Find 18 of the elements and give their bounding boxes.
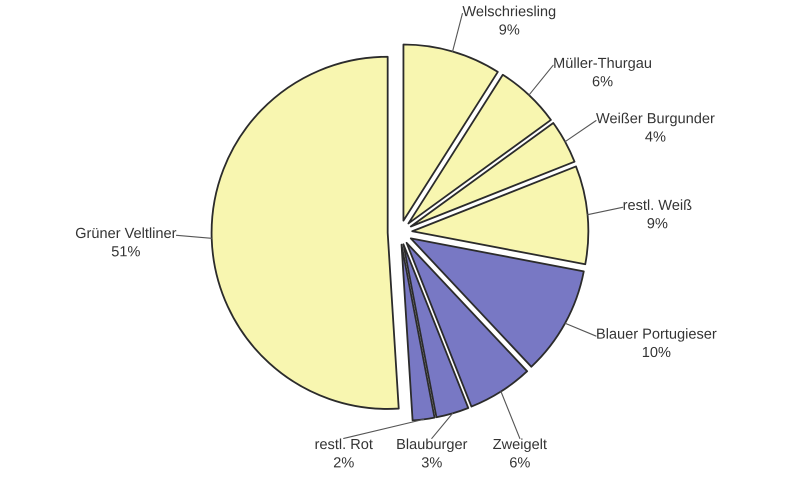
slice-label: Welschriesling — [462, 6, 556, 20]
data-label: 4% — [645, 131, 666, 142]
data-label: 9% — [499, 24, 520, 35]
data-label: 3% — [422, 457, 442, 468]
data-label: 6% — [510, 457, 530, 468]
slice-label: Zweigelt — [493, 438, 547, 452]
slice-label: Blauer Portugieser — [597, 328, 717, 342]
data-label: 2% — [334, 457, 354, 468]
data-label: 6% — [592, 76, 613, 86]
slice-label: restl. Weiß — [624, 199, 692, 210]
slice-label: Blauburger — [397, 438, 468, 452]
slice-label: Müller-Thurgau — [554, 57, 651, 71]
data-label: 10% — [642, 346, 670, 358]
data-label: 51% — [112, 246, 140, 256]
slice-label: Weißer Burgunder — [596, 112, 715, 126]
slice-label: restl. Rot — [316, 438, 373, 450]
slice-label: Grüner Veltliner — [76, 227, 176, 238]
data-label: 9% — [647, 218, 668, 228]
